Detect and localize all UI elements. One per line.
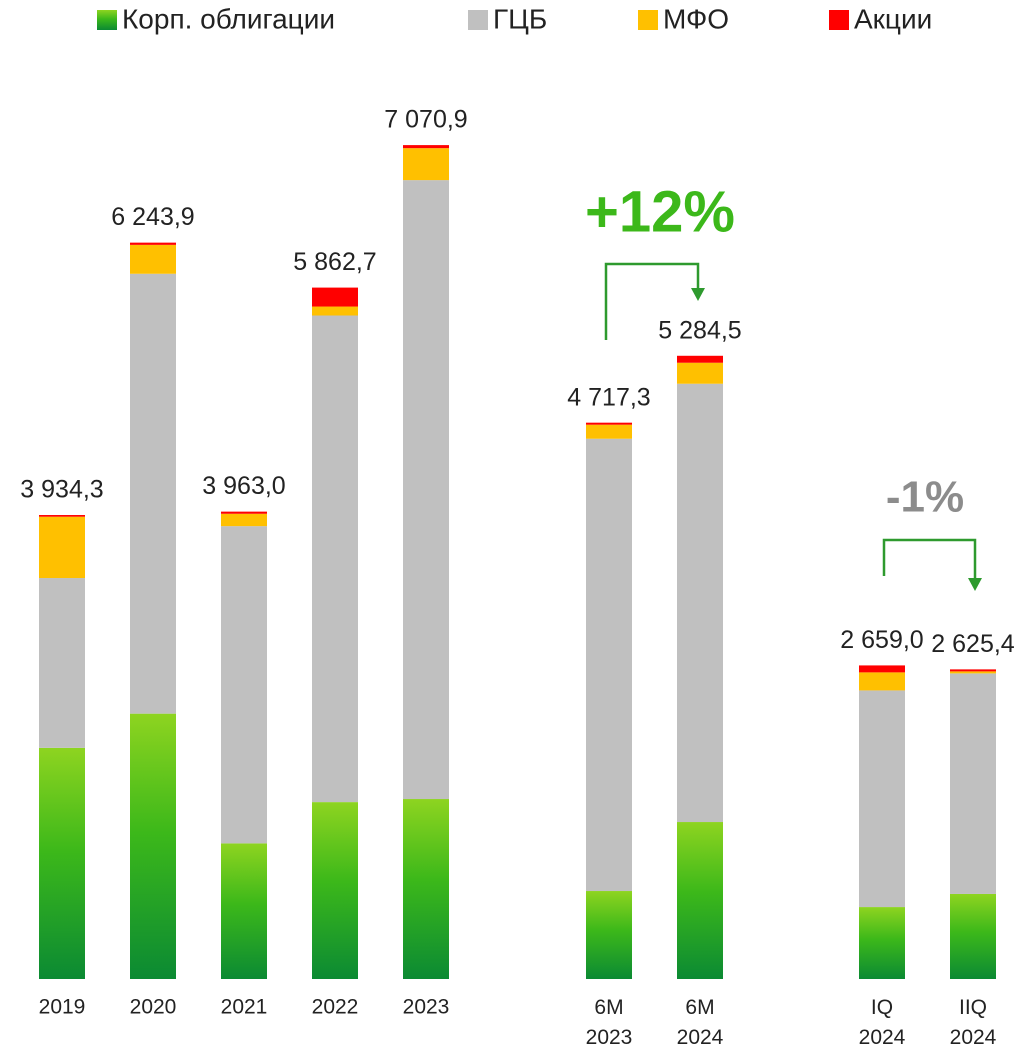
annotation: -1% xyxy=(886,473,964,522)
label-line: IQ xyxy=(871,996,893,1019)
bar-segment xyxy=(39,747,85,979)
bar-segment xyxy=(677,362,723,384)
bar-segment xyxy=(677,822,723,979)
arrows xyxy=(604,262,977,580)
bar-segment xyxy=(130,242,176,245)
bar-segment xyxy=(950,671,996,674)
legend-swatch xyxy=(638,10,658,30)
total-label: 2 625,4 xyxy=(931,630,1015,658)
label-line: 6M xyxy=(685,996,714,1019)
legend-label: Акции xyxy=(854,3,932,34)
label-line: 2024 xyxy=(677,1026,724,1049)
label-line: IIQ xyxy=(959,996,987,1019)
arrow-head xyxy=(968,578,982,591)
bar-segment xyxy=(586,891,632,979)
arrow xyxy=(882,538,977,580)
legend-label: Корп. облигации xyxy=(122,3,335,34)
total-label: 7 070,9 xyxy=(384,106,467,134)
bar-segment xyxy=(677,355,723,363)
bar-segment xyxy=(130,713,176,979)
total-label: 6 243,9 xyxy=(111,203,194,231)
x-tick-label: 6M 2024 xyxy=(677,996,724,1049)
label-line: 6M xyxy=(594,996,623,1019)
total-label: 3 934,3 xyxy=(20,476,103,504)
bar-segment xyxy=(950,673,996,894)
bar-segment xyxy=(39,578,85,748)
arrow xyxy=(604,262,700,340)
x-tick-label: 2019 xyxy=(39,996,86,1019)
x-tick-label: IIQ 2024 xyxy=(950,996,997,1049)
x-tick-label: 2022 xyxy=(312,996,359,1019)
bar-segment xyxy=(859,907,905,979)
bar-segment xyxy=(403,145,449,149)
x-tick-label: 2020 xyxy=(130,996,177,1019)
bar-segment xyxy=(312,802,358,979)
bar-segment xyxy=(403,180,449,800)
annotation: +12% xyxy=(585,179,735,244)
bar-segment xyxy=(586,424,632,439)
legend-swatch xyxy=(829,10,849,30)
bar-segment xyxy=(312,306,358,316)
legend-swatch xyxy=(468,10,488,30)
bar-segment xyxy=(403,799,449,979)
x-tick-label: 2021 xyxy=(221,996,268,1019)
bar-segment xyxy=(39,516,85,579)
bar-segment xyxy=(221,513,267,527)
bar-segment xyxy=(586,438,632,892)
x-tick-label: 2023 xyxy=(403,996,450,1019)
bar-segment xyxy=(221,843,267,979)
arrow-head xyxy=(691,288,705,301)
bar-segment xyxy=(221,526,267,844)
bar-segment xyxy=(950,893,996,979)
total-label: 5 284,5 xyxy=(658,316,741,344)
bar-segment xyxy=(677,383,723,823)
total-label: 5 862,7 xyxy=(293,248,376,276)
bar-segment xyxy=(586,422,632,425)
legend-label: МФО xyxy=(663,3,729,34)
bar-segment xyxy=(859,672,905,691)
legend-label: ГЦБ xyxy=(493,3,547,34)
legend-swatch xyxy=(97,10,117,30)
label-line: 2024 xyxy=(859,1026,906,1049)
total-label: 3 963,0 xyxy=(202,472,285,500)
bar-segment xyxy=(312,315,358,803)
x-tick-label: 6M 2023 xyxy=(586,996,633,1049)
bar-segment xyxy=(859,665,905,673)
bar-segment xyxy=(130,273,176,714)
label-line: 2023 xyxy=(586,1026,633,1049)
bar-segment xyxy=(403,148,449,181)
bar-segment xyxy=(221,511,267,514)
bar-segment xyxy=(312,287,358,307)
x-tick-label: IQ 2024 xyxy=(859,996,906,1049)
bar-segment xyxy=(130,244,176,274)
bar-segment xyxy=(950,669,996,672)
bar-segment xyxy=(859,690,905,908)
total-label: 2 659,0 xyxy=(840,626,923,654)
bar-segment xyxy=(39,515,85,517)
total-label: 4 717,3 xyxy=(567,383,650,411)
label-line: 2024 xyxy=(950,1026,997,1049)
